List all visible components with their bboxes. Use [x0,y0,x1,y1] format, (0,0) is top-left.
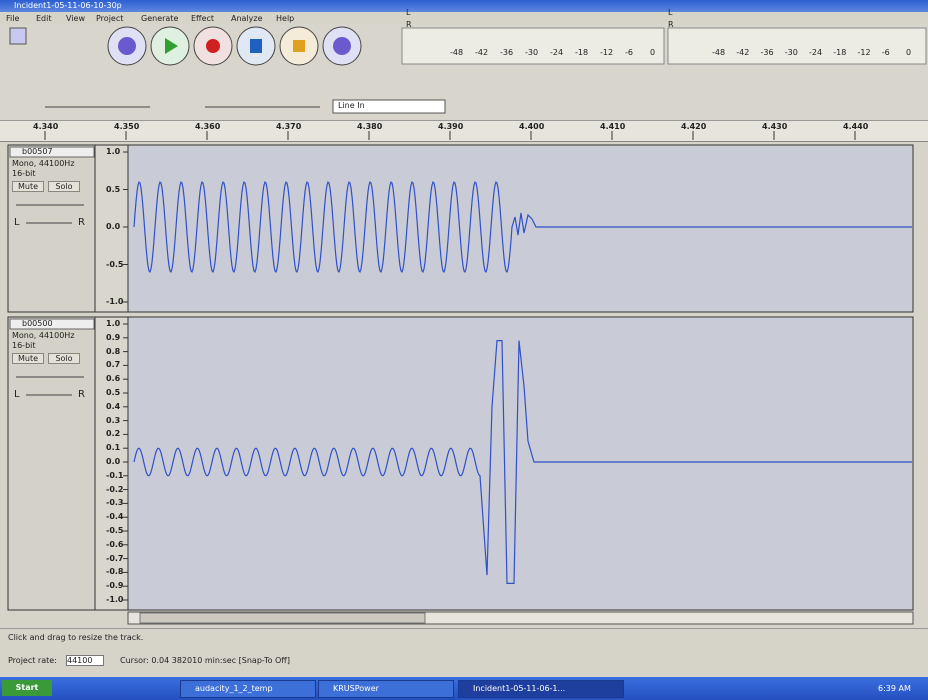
scale-label: 0.8 [106,347,120,356]
meter-tick-label: -36 [500,48,513,57]
menu-item[interactable]: View [66,14,85,23]
pan-right: R [78,217,85,228]
scale-label: -1.0 [106,595,124,604]
menu-item[interactable]: File [6,14,19,23]
scale-label: -0.8 [106,567,124,576]
scale-label: -0.7 [106,554,124,563]
ruler-label: 4.400 [519,122,544,131]
scale-label: -0.5 [106,260,124,269]
ruler-label: 4.390 [438,122,463,131]
track-format: Mono, 44100Hz [12,159,75,168]
meter-tick-label: -6 [882,48,890,57]
scale-label: 0.2 [106,429,120,438]
ruler-label: 4.380 [357,122,382,131]
taskbar-task[interactable]: audacity_1_2_temp [180,680,316,698]
meter-tick-label: -30 [785,48,798,57]
track-area [0,0,928,700]
ruler-label: 4.340 [33,122,58,131]
ruler-label: 4.410 [600,122,625,131]
ruler-label: 4.440 [843,122,868,131]
meter-tick-label: -36 [761,48,774,57]
scale-label: 0.7 [106,360,120,369]
pan-left: L [14,389,20,400]
scale-label: 0.5 [106,388,120,397]
menu-item[interactable]: Analyze [231,14,263,23]
scale-label: -0.1 [106,471,124,480]
meter-tick-label: -18 [833,48,846,57]
taskbar-task[interactable]: KRUSPower [318,680,454,698]
meter-tick-label: -24 [809,48,822,57]
ruler-label: 4.350 [114,122,139,131]
mute-button[interactable]: Mute [12,353,44,364]
scale-label: 0.0 [106,222,120,231]
ruler-label: 4.420 [681,122,706,131]
meter-tick-label: -48 [450,48,463,57]
menu-item[interactable]: Help [276,14,294,23]
scale-label: -0.5 [106,526,124,535]
mute-button[interactable]: Mute [12,181,44,192]
pan-right: R [78,389,85,400]
meter-tick-label: -12 [858,48,871,57]
meter-tick-label: -48 [712,48,725,57]
scale-label: 0.3 [106,416,120,425]
meter-tick-label: -6 [625,48,633,57]
meter-channel-label: L [406,8,410,17]
track-name[interactable]: b00500 [22,319,53,328]
solo-button[interactable]: Solo [48,353,80,364]
scale-label: -0.6 [106,540,124,549]
scale-label: -0.3 [106,498,124,507]
meter-tick-label: -18 [575,48,588,57]
scale-label: 0.4 [106,402,120,411]
scale-label: 1.0 [106,147,120,156]
track-name[interactable]: b00507 [22,147,53,156]
scale-label: 0.1 [106,443,120,452]
scale-label: 0.9 [106,333,120,342]
pan-left: L [14,217,20,228]
meter-tick-label: -30 [525,48,538,57]
scroll-thumb [140,613,425,623]
ruler-label: 4.370 [276,122,301,131]
cursor-position: Cursor: 0.04 382010 min:sec [Snap-To Off… [120,656,290,665]
meter-tick-label: -42 [736,48,749,57]
track-format: Mono, 44100Hz [12,331,75,340]
ruler-label: 4.430 [762,122,787,131]
menu-item[interactable]: Edit [36,14,52,23]
meter-tick-label: -12 [600,48,613,57]
track-bit-depth: 16-bit [12,341,36,350]
menu-item[interactable]: Project [96,14,123,23]
waveform-background [128,317,913,610]
meter-channel-label: L [668,8,672,17]
start-button[interactable]: Start [2,680,52,696]
waveform-background [128,145,913,312]
project-rate[interactable]: 44100 [66,655,104,666]
scale-label: -0.9 [106,581,124,590]
scale-label: -0.2 [106,485,124,494]
input-source[interactable]: Line In [338,101,365,110]
status-message: Click and drag to resize the track. [8,633,143,642]
track-bit-depth: 16-bit [12,169,36,178]
scale-label: -1.0 [106,297,124,306]
scale-label: 0.6 [106,374,120,383]
meter-tick-label: -24 [550,48,563,57]
project-rate-label: Project rate: [8,656,57,665]
audacity-window: Incident1-05-11-06-10-30p FileEditViewPr… [0,0,928,700]
menu-item[interactable]: Generate [141,14,178,23]
meter-tick-label: 0 [906,48,911,57]
meter-channel-label: R [668,20,674,29]
scale-label: 0.0 [106,457,120,466]
clock: 6:39 AM [878,684,911,693]
meter-channel-label: R [406,20,412,29]
ruler-label: 4.360 [195,122,220,131]
meter-tick-label: 0 [650,48,655,57]
scale-label: -0.4 [106,512,124,521]
scale-label: 1.0 [106,319,120,328]
solo-button[interactable]: Solo [48,181,80,192]
scale-label: 0.5 [106,185,120,194]
menu-item[interactable]: Effect [191,14,214,23]
taskbar-task[interactable]: Incident1-05-11-06-1... [458,680,624,698]
meter-tick-label: -42 [475,48,488,57]
